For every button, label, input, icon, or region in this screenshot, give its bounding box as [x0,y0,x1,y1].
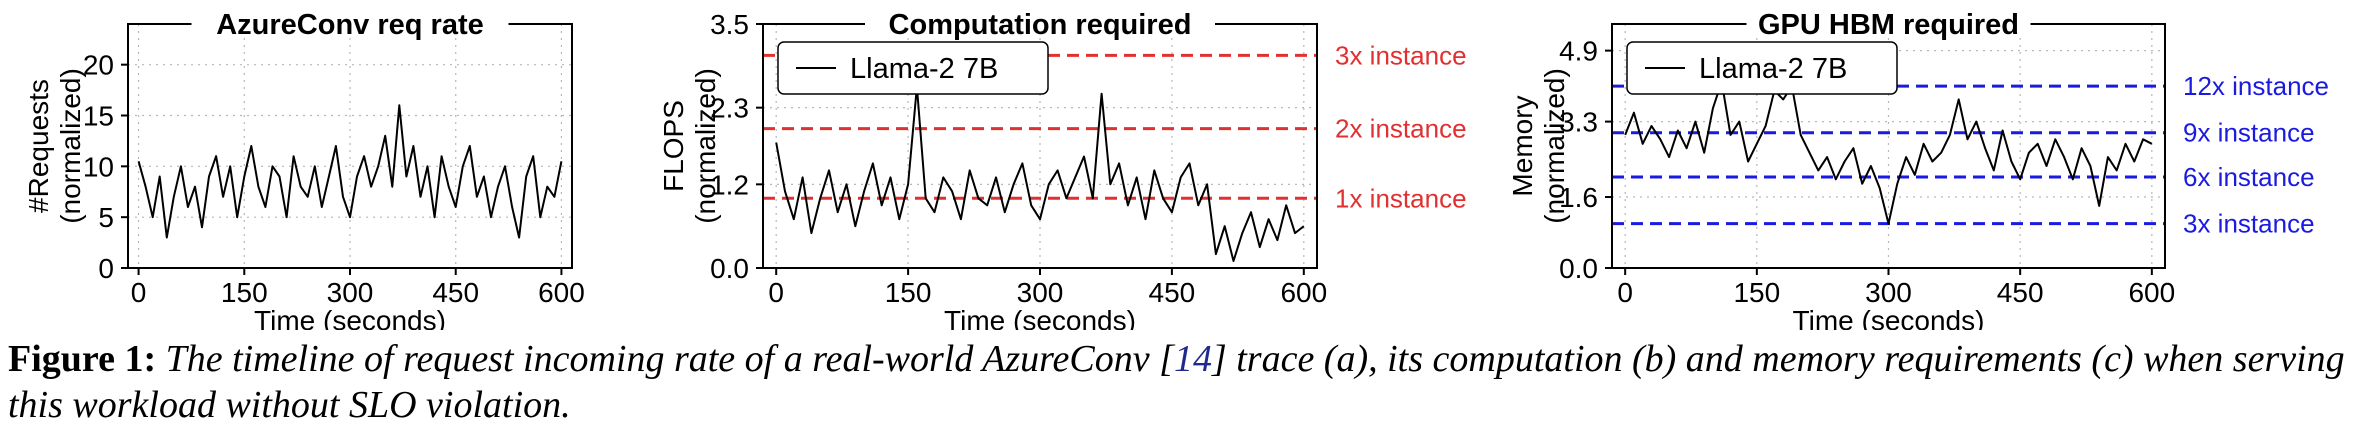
legend-box [777,41,1049,95]
figure-label: Figure 1: [8,338,157,380]
y-axis-label: FLOPS (normalized) [658,68,721,224]
y-axis-label-line2: (normalized) [690,68,721,224]
x-tick-label: 600 [538,277,585,308]
threshold-label: 6x instance [2183,162,2315,192]
y-axis-label-line1: Memory [1507,95,1538,196]
y-tick-label: 4.9 [1559,36,1598,67]
x-tick-label: 150 [885,277,932,308]
chart-3: 3x instance 6x instance 9x instance 12x ins… [1507,8,2329,330]
legend-label: Llama-2 7B [1699,53,1847,85]
y-axis-label-line2: (normalized) [1539,68,1570,224]
x-tick-label: 450 [1997,277,2044,308]
y-axis-label: #Requests (normalized) [23,68,86,224]
legend: Llama-2 7B [777,41,1049,95]
y-tick-label: 0.0 [1559,253,1598,284]
y-tick-label: 3.3 [1559,107,1598,138]
y-axis-label: Memory (normalized) [1507,68,1570,224]
x-tick-label: 300 [1017,277,1064,308]
x-tick-label: 450 [1149,277,1196,308]
series-line [137,104,563,239]
x-tick-label: 0 [1617,277,1633,308]
citation-link[interactable]: 14 [1173,338,1212,380]
y-tick-label: 3.5 [710,9,749,40]
caption-text: The timeline of request incoming rate of… [8,338,2345,426]
figure-caption: Figure 1: The timeline of request incomi… [8,336,2358,428]
chart-title: GPU HBM required [1758,9,2019,41]
x-tick-label: 150 [1733,277,1780,308]
x-tick-label: 600 [1280,277,1327,308]
series-line [1624,80,2153,225]
figure-charts: 0 150 300 450 600 0 5 10 15 20 Time (seconds) #Requ… [23,8,2329,330]
y-axis-label-line1: #Requests [23,79,54,213]
x-tick-label: 150 [221,277,268,308]
y-axis-label-line2: (normalized) [55,68,86,224]
x-axis-label: Time (seconds) [944,305,1136,330]
caption-text-after: ] trace (a), its computation (b) and mem… [8,338,2345,426]
y-tick-label: 10 [83,151,114,182]
threshold-label: 1x instance [1335,183,1467,213]
y-tick-label: 15 [83,101,114,132]
x-tick-label: 0 [768,277,784,308]
legend-label: Llama-2 7B [850,53,998,85]
y-tick-label: 2.3 [710,93,749,124]
legend-box [1626,41,1898,95]
x-axis-label: Time (seconds) [1793,305,1985,330]
title-background [191,8,509,38]
y-tick-label: 1.2 [710,169,749,200]
chart-2: 1x instance 2x instance 3x instance 0 150 300… [658,8,1467,330]
x-tick-label: 300 [1865,277,1912,308]
threshold-label: 2x instance [1335,114,1467,144]
threshold-label: 12x instance [2183,71,2329,101]
y-tick-label: 5 [98,202,114,233]
x-axis-label: Time (seconds) [254,305,446,330]
y-tick-label: 0 [98,253,114,284]
title-background [1746,8,2031,38]
threshold-label: 3x instance [2183,209,2315,239]
chart-1: 0 150 300 450 600 0 5 10 15 20 Time (seconds) #Requ… [23,8,585,330]
y-tick-label: 1.6 [1559,182,1598,213]
title-background [865,8,1215,38]
chart-title: AzureConv req rate [216,9,484,41]
series-line [775,85,1305,262]
y-axis-label-line1: FLOPS [658,100,689,192]
threshold-label: 9x instance [2183,118,2315,148]
x-tick-label: 600 [2128,277,2175,308]
x-tick-label: 300 [327,277,374,308]
threshold-label: 3x instance [1335,40,1467,70]
chart-title: Computation required [889,9,1192,41]
y-tick-label: 20 [83,50,114,81]
x-tick-label: 450 [432,277,479,308]
y-tick-label: 0.0 [710,253,749,284]
x-tick-label: 0 [131,277,147,308]
legend: Llama-2 7B [1626,41,1898,95]
caption-text-before: The timeline of request incoming rate of… [165,338,1174,380]
